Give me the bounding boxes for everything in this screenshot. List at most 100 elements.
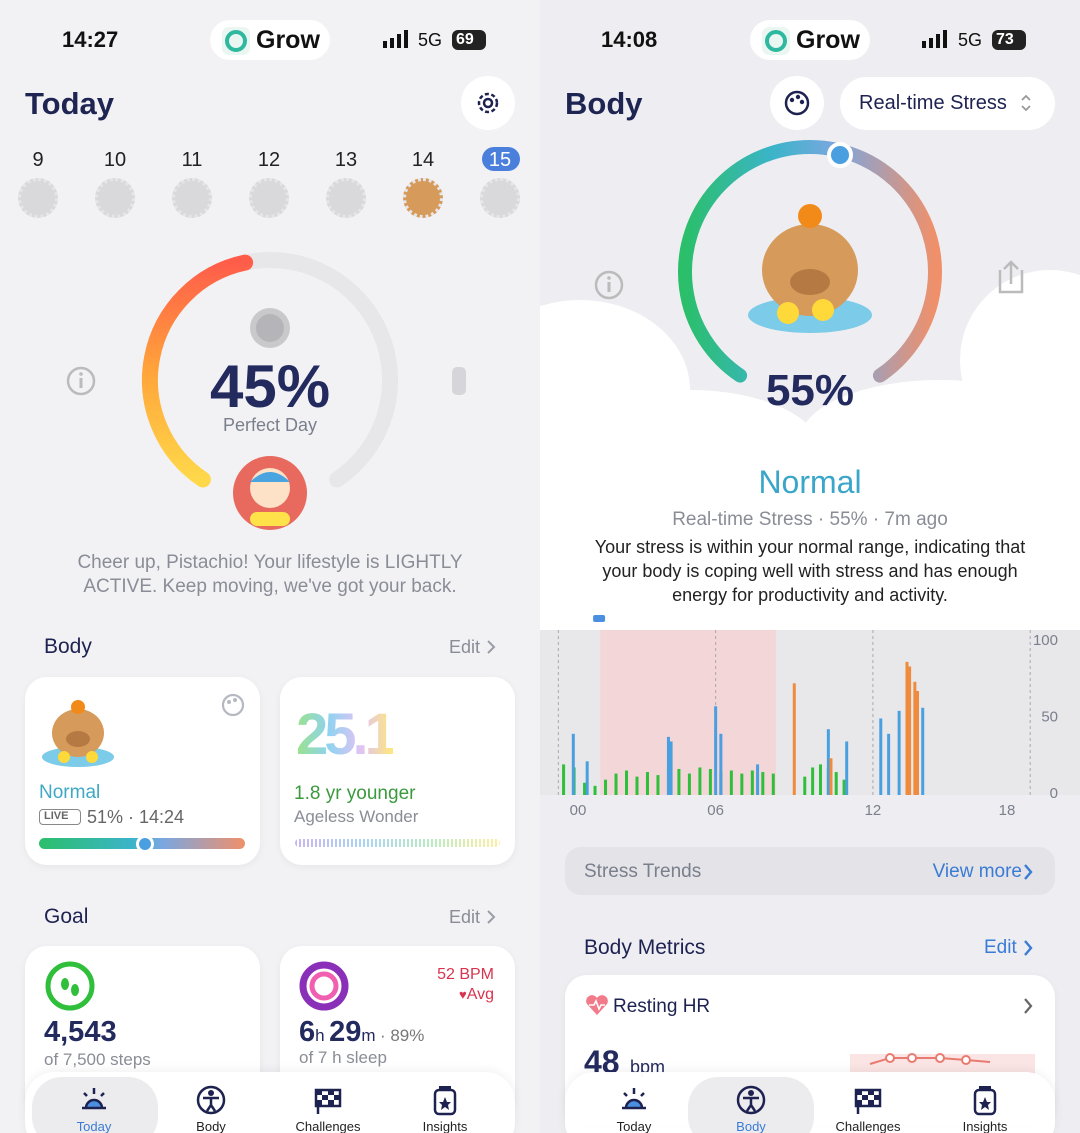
bar [635,776,639,795]
tab-label[interactable]: Insights [962,1119,1008,1133]
bar [771,773,775,795]
tab-label[interactable]: Challenges [835,1119,901,1133]
age-subtitle: Ageless Wonder [294,807,419,826]
stress-status: Normal [39,782,101,803]
bar [750,770,754,795]
day-number[interactable]: 11 [181,149,203,171]
description-line: your body is coping well with stress and… [602,561,1018,581]
view-more-link[interactable]: View more [932,861,1022,882]
bar [687,773,691,795]
edit-link[interactable]: Edit [984,937,1017,958]
day-number[interactable]: 14 [411,149,435,171]
score-label: Perfect Day [222,415,318,435]
bar [826,729,830,795]
network: 5G [418,30,443,50]
bar [714,706,718,795]
tab-icon [82,1088,106,1110]
battery [992,30,1026,50]
tab-label[interactable]: Body [196,1119,226,1133]
bar [913,681,917,795]
battery-level: 73 [996,31,1014,48]
day-badge[interactable] [18,178,58,218]
stress-card[interactable] [25,677,260,865]
steps-value: 4,543 [44,1016,117,1048]
bar [562,764,566,795]
bar [698,767,702,795]
metric-dropdown[interactable] [840,77,1055,130]
palette-icon[interactable] [220,692,246,718]
age-scale [295,839,500,847]
avg-label: Avg [466,986,494,1003]
day-number[interactable]: 13 [334,149,358,171]
bar [740,773,744,795]
day-badge[interactable] [480,178,520,218]
description-line: Your stress is within your normal range,… [594,537,1026,557]
bar [604,779,608,795]
page-title: Body [565,86,643,121]
palette-icon [784,90,810,116]
day-badge[interactable] [249,178,289,218]
sleep-quality: · 89% [379,1026,425,1045]
battery-level: 69 [456,31,474,48]
today-screen: 14:27 Grow 5G 69 Today 9 10 11 12 13 14 15 45%… [18,20,520,1133]
sleep-duration: 6h 29m · 89% [299,1018,424,1047]
bar [845,741,849,795]
live-label: LIVE [44,810,69,822]
day-number[interactable]: 15 [488,149,512,171]
edit-link[interactable]: Edit [449,907,481,927]
day-number[interactable]: 12 [257,149,281,171]
settings-button[interactable] [461,76,515,130]
bar [729,770,733,795]
heart-rate: 52 BPM [437,966,494,983]
tab-label[interactable]: Insights [422,1119,468,1133]
tab-icon [736,1085,766,1115]
resting-hr-unit: bpm [630,1057,666,1077]
bar [803,776,807,795]
y-tick-label: 0 [1050,785,1058,802]
tab-label[interactable]: Challenges [295,1119,361,1133]
day-badge[interactable] [95,178,135,218]
day-number[interactable]: 9 [32,149,44,171]
bar [666,736,670,795]
bar [879,718,883,795]
bar [897,710,901,795]
day-badge[interactable] [326,178,366,218]
chevron [1024,998,1033,1014]
description-line: energy for productivity and activity. [672,585,948,605]
bar [669,741,673,795]
steps-ring [45,961,95,1011]
stress-knob [136,835,154,853]
age-card[interactable] [280,677,515,865]
chevron [487,640,496,654]
tab-label[interactable]: Today [76,1119,112,1133]
age-difference: 1.8 yr younger [294,783,416,804]
bar [842,779,846,795]
bar [915,690,919,795]
bar [625,770,629,795]
theme-button[interactable] [770,76,824,130]
day-badge[interactable] [403,178,443,218]
bar [887,733,891,795]
day-badge[interactable] [172,178,212,218]
bar [834,772,838,795]
edit-link[interactable]: Edit [449,637,481,657]
bar [614,773,618,795]
x-tick-label: 06 [707,802,724,819]
tab-icon [622,1088,646,1110]
x-tick-label: 00 [570,802,587,819]
sleep-icon [593,615,606,622]
chevron [487,910,496,924]
sleep-hours: 6 [299,1016,316,1048]
trends-row[interactable] [565,847,1055,895]
tab-label[interactable]: Body [736,1119,766,1133]
day-score: 45% [209,353,331,420]
tab-label[interactable]: Today [616,1119,652,1133]
minutes-unit: m [361,1026,376,1045]
day-number[interactable]: 10 [103,149,127,171]
bar [818,764,822,795]
tab-icon [433,1086,457,1116]
score-gauge [66,251,466,530]
heart-rate-avg: ♥Avg [459,987,494,1003]
section-title: Goal [44,905,89,928]
